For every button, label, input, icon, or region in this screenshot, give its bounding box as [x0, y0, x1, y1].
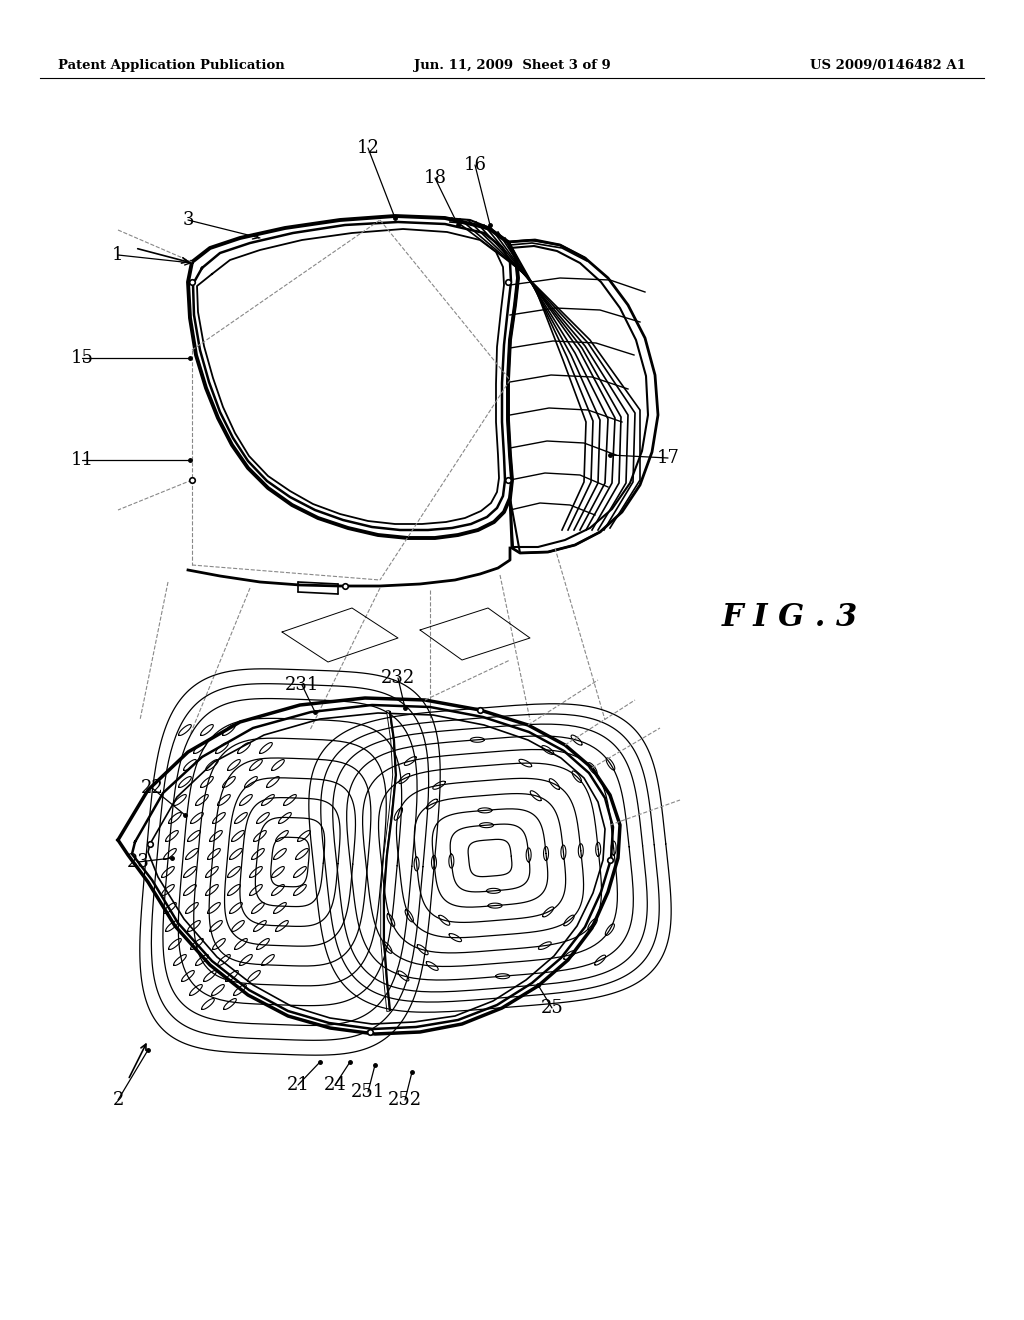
Text: F I G . 3: F I G . 3 [722, 602, 858, 634]
Text: 21: 21 [287, 1076, 309, 1094]
Text: 231: 231 [285, 676, 319, 694]
Text: 15: 15 [71, 348, 93, 367]
Text: 24: 24 [324, 1076, 346, 1094]
Text: 232: 232 [381, 669, 415, 686]
Text: 11: 11 [71, 451, 93, 469]
Text: Jun. 11, 2009  Sheet 3 of 9: Jun. 11, 2009 Sheet 3 of 9 [414, 58, 610, 71]
Text: 1: 1 [113, 246, 124, 264]
Text: 12: 12 [356, 139, 380, 157]
Text: 23: 23 [127, 853, 150, 871]
Text: 251: 251 [351, 1082, 385, 1101]
Text: 252: 252 [388, 1092, 422, 1109]
Text: 17: 17 [656, 449, 680, 467]
Text: 3: 3 [182, 211, 194, 228]
Text: US 2009/0146482 A1: US 2009/0146482 A1 [810, 58, 966, 71]
Text: 22: 22 [140, 779, 164, 797]
Text: 2: 2 [113, 1092, 124, 1109]
Text: 16: 16 [464, 156, 486, 174]
Text: 25: 25 [541, 999, 563, 1016]
Text: Patent Application Publication: Patent Application Publication [58, 58, 285, 71]
Text: 18: 18 [424, 169, 446, 187]
